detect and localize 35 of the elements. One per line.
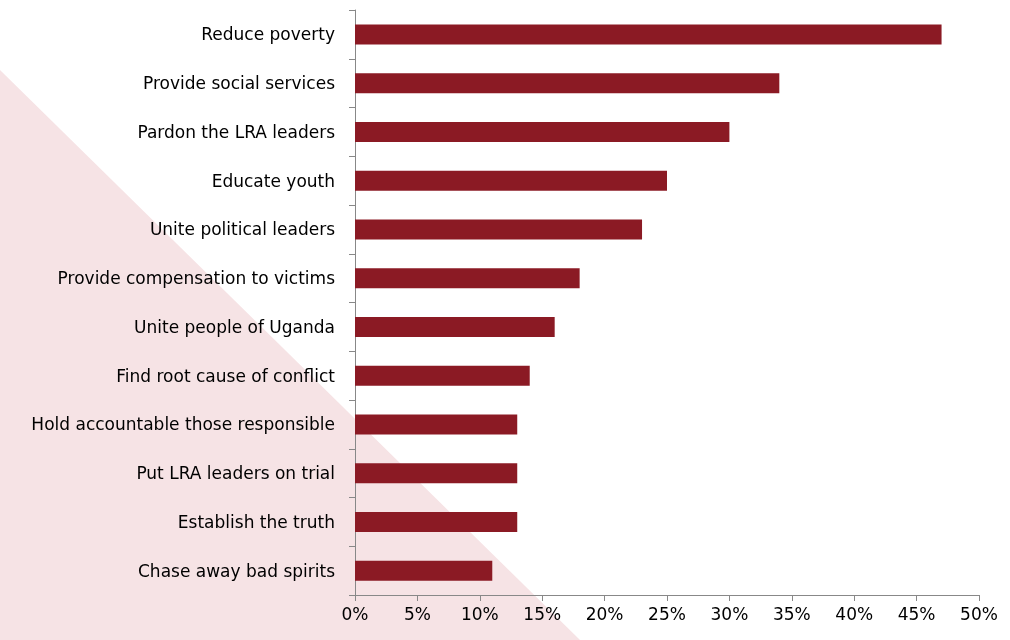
- bar: [355, 316, 555, 337]
- bar: [355, 463, 518, 484]
- bar: [355, 511, 518, 532]
- y-tick-label: Educate youth: [211, 170, 335, 191]
- y-tick-label: Find root cause of conflict: [116, 365, 336, 386]
- y-tick-label: Establish the truth: [177, 511, 335, 532]
- bar: [355, 24, 942, 45]
- x-tick-label: 20%: [585, 603, 624, 624]
- x-tick-label: 5%: [403, 603, 431, 624]
- y-tick-label: Put LRA leaders on trial: [136, 463, 335, 484]
- bar: [355, 560, 493, 581]
- x-tick-label: 0%: [341, 603, 369, 624]
- x-tick-label: 30%: [710, 603, 749, 624]
- bar: [355, 170, 667, 191]
- x-tick-label: 25%: [648, 603, 686, 624]
- y-tick-label: Hold accountable those responsible: [31, 414, 335, 435]
- x-tick-label: 45%: [897, 603, 936, 624]
- y-tick-label: Provide social services: [142, 73, 336, 94]
- bar: [355, 73, 780, 94]
- y-tick-label: Unite people of Uganda: [134, 316, 335, 337]
- y-tick-label: Unite political leaders: [149, 219, 336, 240]
- bar: [355, 268, 580, 289]
- x-tick-label: 50%: [960, 603, 998, 624]
- x-tick-label: 15%: [523, 603, 562, 624]
- y-tick-label: Provide compensation to victims: [57, 268, 336, 289]
- bar: [355, 121, 730, 142]
- y-tick-label: Chase away bad spirits: [138, 560, 336, 581]
- x-tick-label: 40%: [835, 603, 874, 624]
- bar: [355, 414, 518, 435]
- x-tick-label: 35%: [772, 603, 811, 624]
- bar: [355, 365, 530, 386]
- bar: [355, 219, 643, 240]
- y-tick-label: Reduce poverty: [201, 24, 335, 45]
- x-tick-label: 10%: [460, 603, 499, 624]
- y-tick-label: Pardon the LRA leaders: [137, 121, 336, 142]
